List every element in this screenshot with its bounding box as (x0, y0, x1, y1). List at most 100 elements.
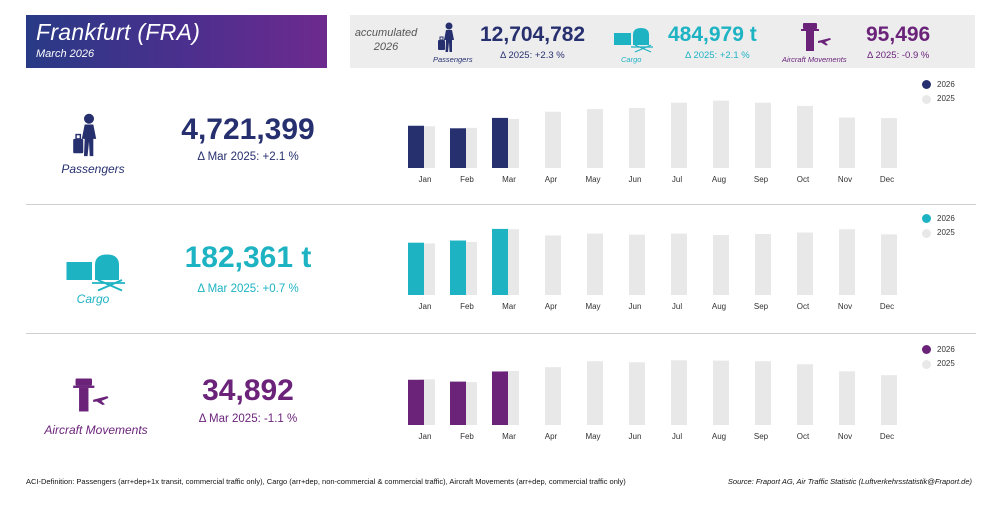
accumulated-cargo-delta: Δ 2025: +2.1 % (685, 50, 750, 61)
bar-2025-dec (881, 234, 897, 295)
bar-2025-oct (797, 364, 813, 425)
tick-label-aug: Aug (712, 175, 726, 184)
bar-2025-aug (713, 235, 729, 295)
bar-2025-dec (881, 375, 897, 425)
bar-2025-may (587, 233, 603, 295)
tick-label-jun: Jun (629, 302, 642, 311)
bar-2025-aug (713, 360, 729, 425)
bar-2025-jun (629, 108, 645, 168)
bar-2025-nov (839, 117, 855, 168)
bar-2025-jun (629, 362, 645, 425)
legend-label-2025: 2025 (937, 228, 955, 238)
control-tower-row-icon (73, 378, 109, 412)
tick-label-jul: Jul (672, 175, 682, 184)
bar-2025-sep (755, 361, 771, 425)
tick-label-jun: Jun (629, 175, 642, 184)
tick-label-aug: Aug (712, 302, 726, 311)
cargo-delta: Δ Mar 2025: +0.7 % (197, 283, 299, 295)
tick-label-mar: Mar (502, 432, 516, 441)
accumulated-cargo-value: 484,979 t (668, 23, 757, 46)
accumulated-passengers-caption: Passengers (433, 55, 473, 64)
bar-2025-nov (839, 229, 855, 295)
bar-2026-jan (408, 242, 424, 295)
tick-label-aug: Aug (712, 432, 726, 441)
bar-2025-jun (629, 234, 645, 295)
tick-label-sep: Sep (754, 432, 769, 441)
tick-label-sep: Sep (754, 302, 769, 311)
passengers-delta: Δ Mar 2025: +2.1 % (197, 151, 299, 163)
movements-chart: Jan Feb Mar Apr May Jun Jul Aug Sep Oct Nov Dec (408, 360, 897, 441)
bar-2025-oct (797, 105, 813, 168)
tick-label-apr: Apr (545, 432, 558, 441)
title-box: Frankfurt (FRA) March 2026 (26, 15, 327, 68)
passengers-legend: 2026 2025 (922, 80, 955, 109)
bar-2025-oct (797, 232, 813, 295)
legend-swatch-2025 (922, 94, 931, 104)
legend-label-2025: 2025 (937, 94, 955, 104)
bar-2025-jul (671, 233, 687, 295)
bar-2025-may (587, 361, 603, 425)
tick-label-jan: Jan (419, 302, 432, 311)
cargo-chart: Jan Feb Mar Apr May Jun Jul Aug Sep Oct Nov Dec (408, 228, 897, 311)
tick-label-jun: Jun (629, 432, 642, 441)
tick-label-nov: Nov (838, 175, 852, 184)
tick-label-nov: Nov (838, 432, 852, 441)
passengers-row-label: Passengers (61, 162, 125, 176)
row-divider (26, 333, 976, 334)
bar-2025-aug (713, 100, 729, 168)
legend-label-2026: 2026 (937, 345, 955, 354)
tick-label-jan: Jan (419, 432, 432, 441)
tick-label-feb: Feb (460, 175, 474, 184)
movements-row-label: Aircraft Movements (44, 423, 148, 437)
tick-label-dec: Dec (880, 175, 894, 184)
legend-swatch-2025 (922, 359, 931, 369)
tick-label-dec: Dec (880, 302, 894, 311)
tick-label-feb: Feb (460, 432, 474, 441)
bar-2025-jul (671, 360, 687, 425)
legend-label-2025: 2025 (937, 359, 955, 369)
tick-label-jul: Jul (672, 432, 682, 441)
movements-legend: 2026 2025 (922, 345, 955, 374)
accumulated-cargo-caption: Cargo (621, 55, 642, 64)
passenger-icon (438, 22, 454, 52)
tick-label-nov: Nov (838, 302, 852, 311)
bar-2025-nov (839, 371, 855, 425)
accumulated-passengers-value: 12,704,782 (480, 23, 586, 46)
tick-label-sep: Sep (754, 175, 769, 184)
source-note: Source: Fraport AG, Air Traffic Statisti… (727, 477, 972, 486)
bar-2025-may (587, 109, 603, 168)
cargo-value: 182,361 t (184, 241, 312, 274)
bar-2026-jan (408, 125, 424, 168)
tick-label-may: May (585, 175, 600, 184)
cargo-legend: 2026 2025 (922, 214, 955, 243)
legend-label-2026: 2026 (937, 214, 955, 223)
page-subtitle: March 2026 (36, 48, 95, 60)
tick-label-jan: Jan (419, 175, 432, 184)
passenger-row-icon (73, 113, 97, 157)
cargo-row-label: Cargo (76, 292, 110, 306)
tick-label-feb: Feb (460, 302, 474, 311)
tick-label-apr: Apr (545, 175, 558, 184)
tick-label-jul: Jul (672, 302, 682, 311)
passengers-value: 4,721,399 (181, 113, 315, 146)
tick-label-may: May (585, 302, 600, 311)
legend-swatch-2026 (922, 80, 931, 90)
row-divider (26, 204, 976, 205)
accumulated-movements-delta: Δ 2025: -0.9 % (867, 50, 930, 61)
legend-swatch-2026 (922, 214, 931, 224)
bar-2026-mar (492, 228, 508, 295)
bar-2026-feb (450, 240, 466, 295)
accumulated-movements-value: 95,496 (866, 23, 931, 46)
passengers-chart: Jan Feb Mar Apr May Jun Jul Aug Sep Oct Nov Dec (408, 100, 897, 184)
accumulated-passengers-delta: Δ 2025: +2.3 % (500, 50, 565, 61)
cargo-icon (614, 28, 653, 53)
bar-2026-mar (492, 117, 508, 168)
tick-label-apr: Apr (545, 302, 558, 311)
legend-swatch-2026 (922, 345, 931, 355)
tick-label-mar: Mar (502, 302, 516, 311)
bar-2026-feb (450, 128, 466, 168)
page-title: Frankfurt (FRA) (36, 19, 201, 45)
tick-label-mar: Mar (502, 175, 516, 184)
tick-label-oct: Oct (797, 432, 810, 441)
bar-2025-jul (671, 102, 687, 168)
